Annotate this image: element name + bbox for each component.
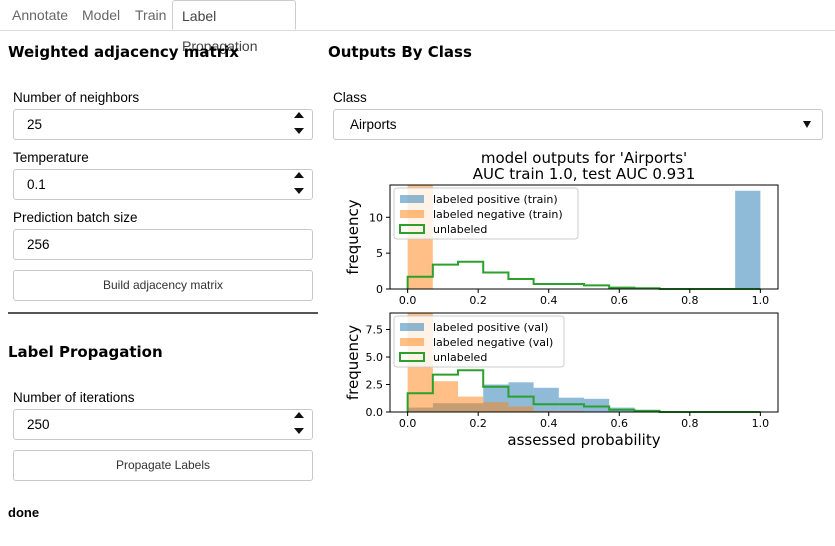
x-tick-label: 0.6 <box>611 294 629 307</box>
negative-bar <box>483 402 509 412</box>
batch-size-value: 256 <box>27 237 50 252</box>
x-axis-label: assessed probability <box>507 431 660 449</box>
axes-frame <box>389 184 779 290</box>
x-tick-label: 0.4 <box>540 294 558 307</box>
negative-bar <box>558 410 584 412</box>
neighbors-label: Number of neighbors <box>13 90 140 105</box>
temperature-value: 0.1 <box>27 177 46 192</box>
unlabeled-step-line <box>406 260 761 290</box>
build-adjacency-button[interactable]: Build adjacency matrix <box>13 270 313 301</box>
spin-down-icon[interactable] <box>294 128 304 134</box>
legend-swatch-unlabeled <box>399 224 425 234</box>
x-tick-label: 0.8 <box>681 294 699 307</box>
chevron-down-icon[interactable] <box>803 121 811 128</box>
legend-label: labeled negative (val) <box>433 336 553 349</box>
y-axis-label: frequency <box>344 325 362 400</box>
x-tick-label: 0.2 <box>469 417 487 430</box>
x-tick-label: 1.0 <box>752 417 770 430</box>
y-tick-label: 5.0 <box>366 351 384 364</box>
legend-swatch-unlabeled <box>399 352 425 362</box>
label-propagation-heading: Label Propagation <box>8 343 163 361</box>
x-tick-label: 0.4 <box>540 417 558 430</box>
propagate-labels-button[interactable]: Propagate Labels <box>13 450 313 481</box>
batch-size-label: Prediction batch size <box>13 210 138 225</box>
spin-up-icon[interactable] <box>294 172 304 178</box>
temperature-label: Temperature <box>13 150 89 165</box>
x-tick-label: 1.0 <box>752 294 770 307</box>
x-tick-label: 0.2 <box>469 294 487 307</box>
chart-title-line2: AUC train 1.0, test AUC 0.931 <box>473 165 696 183</box>
positive-bar <box>584 398 610 412</box>
y-tick-label: 2.5 <box>366 379 384 392</box>
neighbors-value: 25 <box>27 117 43 132</box>
chart-title-line1: model outputs for 'Airports' <box>481 149 687 167</box>
positive-bar <box>533 387 559 412</box>
negative-bar <box>508 406 534 412</box>
axes-frame <box>389 312 779 413</box>
section-divider <box>8 312 318 314</box>
tab-bar: Annotate Model Train Label Propagation <box>0 0 835 54</box>
outputs-heading: Outputs By Class <box>328 43 472 61</box>
x-tick-label: 0.8 <box>681 417 699 430</box>
iterations-value: 250 <box>27 417 50 432</box>
legend-box <box>393 315 565 368</box>
iterations-label: Number of iterations <box>13 390 135 405</box>
histogram-panel-1: 0 5 10 0.0 0.2 0.4 0.6 0.8 1.0 frequency labeled p… <box>344 184 779 307</box>
legend-box <box>393 187 579 240</box>
positive-bar <box>735 190 761 289</box>
negative-bar <box>533 410 559 412</box>
spin-up-icon[interactable] <box>294 112 304 118</box>
y-tick-label: 10 <box>369 211 383 224</box>
legend-label: unlabeled <box>433 223 487 236</box>
legend-swatch-positive <box>400 195 424 203</box>
iterations-input[interactable]: 250 <box>13 409 313 440</box>
status-text: done <box>8 505 40 520</box>
tab-label-propagation[interactable]: Label Propagation <box>172 0 296 54</box>
y-tick-label: 0.0 <box>366 406 384 419</box>
class-select-value: Airports <box>350 117 397 132</box>
x-tick-label: 0.0 <box>399 417 417 430</box>
x-tick-label: 0.0 <box>399 294 417 307</box>
y-tick-label: 7.5 <box>366 324 384 337</box>
spin-down-icon[interactable] <box>294 428 304 434</box>
spin-down-icon[interactable] <box>294 188 304 194</box>
histogram-chart: model outputs for 'Airports' AUC train 1… <box>344 149 779 449</box>
temperature-input[interactable]: 0.1 <box>13 169 313 200</box>
legend-swatch-negative <box>400 338 424 346</box>
batch-size-input[interactable]: 256 <box>13 229 313 260</box>
legend-swatch-positive <box>400 323 424 331</box>
legend-label: labeled positive (val) <box>433 321 548 334</box>
class-select[interactable]: Airports <box>333 109 823 140</box>
tab-annotate[interactable]: Annotate <box>12 7 69 23</box>
x-tick-label: 0.6 <box>611 417 629 430</box>
histogram-panel-2: 0.0 2.5 5.0 7.5 0.0 0.2 0.4 0.6 0.8 1.0 frequency a… <box>344 312 779 449</box>
y-axis-label: frequency <box>344 199 362 274</box>
negative-bar <box>458 396 484 412</box>
y-tick-label: 0 <box>376 283 383 296</box>
tab-model[interactable]: Model <box>82 7 121 23</box>
legend-swatch-negative <box>400 210 424 218</box>
tab-train[interactable]: Train <box>135 7 167 23</box>
legend-label: labeled positive (train) <box>433 193 558 206</box>
spin-up-icon[interactable] <box>294 412 304 418</box>
negative-bar <box>432 381 459 412</box>
legend-label: unlabeled <box>433 351 487 364</box>
legend-label: labeled negative (train) <box>433 208 563 221</box>
class-label: Class <box>333 90 367 105</box>
neighbors-input[interactable]: 25 <box>13 109 313 140</box>
y-tick-label: 5 <box>376 247 383 260</box>
adjacency-heading: Weighted adjacency matrix <box>8 43 239 61</box>
